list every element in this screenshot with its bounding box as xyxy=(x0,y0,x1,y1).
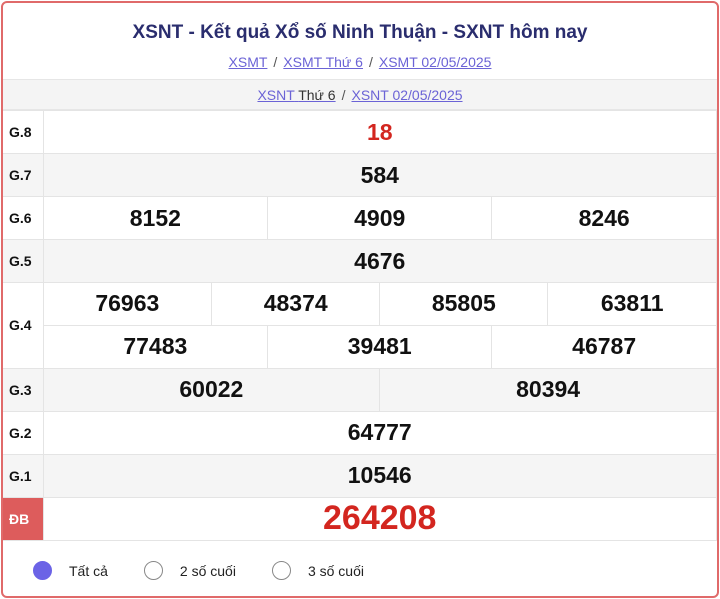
filter-label: 3 số cuối xyxy=(307,562,364,579)
page-title: XSNT - Kết quả Xổ số Ninh Thuận - SXNT h… xyxy=(132,22,588,43)
prize-label: G.7 xyxy=(3,153,44,197)
subnav-xsnt-thu6[interactable]: XSNT Thứ 6 xyxy=(257,87,336,103)
filter-label: Tất cả xyxy=(69,562,108,579)
filter-label: 2 số cuối xyxy=(179,562,236,579)
prize-label: G.6 xyxy=(3,196,44,240)
breadcrumb: XSMT / XSMT Thứ 6/XSMT 02/05/2025 xyxy=(228,54,492,70)
filter-last-3[interactable]: 3 số cuối xyxy=(271,561,364,580)
prize-label: G.4 xyxy=(3,282,44,369)
row-g5: G.5 4676 xyxy=(3,239,717,283)
digit-filter: Tất cả 2 số cuối 3 số cuối xyxy=(3,541,717,597)
radio-checked-icon[interactable] xyxy=(33,561,52,580)
row-g3: G.3 60022 80394 xyxy=(3,367,717,412)
breadcrumb-xsmt-thu6[interactable]: XSMT Thứ 6 xyxy=(283,54,363,70)
prize-label: G.2 xyxy=(3,410,44,455)
header: XSNT - Kết quả Xổ số Ninh Thuận - SXNT h… xyxy=(3,3,717,79)
prize-label: G.3 xyxy=(3,367,44,412)
prize-value: 4909 xyxy=(267,197,493,239)
row-g7: G.7 584 xyxy=(3,153,717,197)
prize-value: 77483 xyxy=(43,325,269,368)
radio-unchecked-icon[interactable] xyxy=(271,561,291,580)
prize-label: ĐB xyxy=(3,496,44,541)
prize-value: 60022 xyxy=(43,368,381,411)
prize-label: G.5 xyxy=(3,239,44,283)
prize-value: 8152 xyxy=(43,197,269,239)
breadcrumb-xsmt[interactable]: XSMT xyxy=(228,54,268,70)
prize-value: 80394 xyxy=(379,368,716,411)
prize-value: 4676 xyxy=(42,239,717,283)
prize-value: 584 xyxy=(42,153,717,197)
filter-all[interactable]: Tất cả xyxy=(33,561,108,580)
results-table: G.8 18 G.7 584 G.6 8152 4909 8246 G.5 4676 G.4… xyxy=(3,110,717,541)
row-db: ĐB 264208 xyxy=(3,496,717,541)
row-g1: G.1 10546 xyxy=(3,453,717,498)
row-g6: G.6 8152 4909 8246 xyxy=(3,196,717,240)
special-prize-value: 264208 xyxy=(42,496,717,541)
prize-value: 8246 xyxy=(491,197,716,239)
row-g4: G.4 76963 48374 85805 63811 77483 39481 46787 xyxy=(3,282,717,369)
radio-unchecked-icon[interactable] xyxy=(143,561,163,580)
breadcrumb-xsmt-date[interactable]: XSMT 02/05/2025 xyxy=(378,54,492,70)
row-g2: G.2 64777 xyxy=(3,410,717,455)
filter-last-2[interactable]: 2 số cuối xyxy=(143,561,236,580)
prize-value: 10546 xyxy=(42,453,717,498)
prize-value: 63811 xyxy=(547,283,716,325)
prize-value: 39481 xyxy=(267,325,493,368)
row-g8: G.8 18 xyxy=(3,110,717,154)
subnav-xsnt-date[interactable]: XSNT 02/05/2025 xyxy=(351,87,463,103)
prize-value: 64777 xyxy=(42,410,717,455)
prize-label: G.1 xyxy=(3,453,44,498)
prize-value: 48374 xyxy=(211,283,381,325)
prize-label: G.8 xyxy=(3,110,44,154)
prize-value: 76963 xyxy=(43,283,213,325)
prize-value: 18 xyxy=(42,110,717,154)
prize-value: 46787 xyxy=(491,325,716,368)
prize-value: 85805 xyxy=(379,283,549,325)
subnav: XSNT Thứ 6/XSNT 02/05/2025 xyxy=(3,79,717,110)
